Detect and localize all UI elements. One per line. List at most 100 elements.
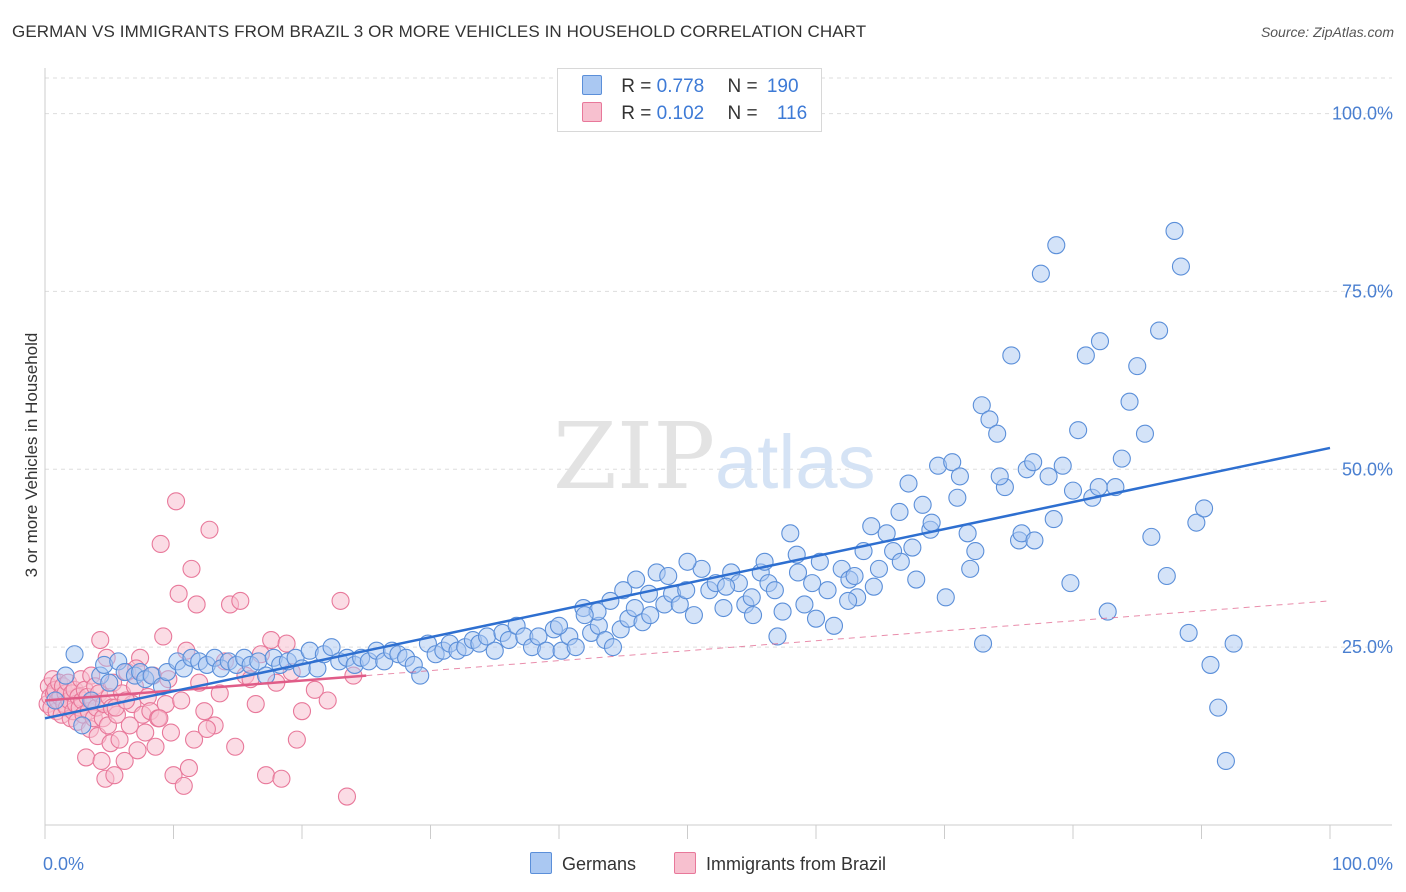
german-point	[692, 559, 711, 578]
german-point	[1112, 449, 1131, 468]
german-point	[768, 627, 787, 646]
brazil-point	[226, 737, 245, 756]
german-point	[988, 424, 1007, 443]
german-point	[1195, 499, 1214, 518]
brazil-point	[169, 584, 188, 603]
brazil-point	[110, 730, 129, 749]
legend-n-label: N =	[727, 76, 763, 97]
german-point	[1209, 698, 1228, 717]
y-tick-label: 50.0%	[1342, 459, 1393, 479]
source-label: Source: ZipAtlas.com	[1260, 24, 1394, 40]
german-point	[1120, 392, 1139, 411]
german-point	[1039, 467, 1058, 486]
german-point	[803, 574, 822, 593]
german-point	[810, 552, 829, 571]
german-point	[639, 584, 659, 603]
brazil-point	[231, 591, 250, 610]
legend-r-value: 0.102	[656, 103, 705, 124]
legend-row-brazil: R = 0.102 N = 116	[582, 102, 807, 126]
german-point	[1053, 456, 1072, 475]
x-tick-label: 100.0%	[1332, 854, 1393, 874]
german-point	[1171, 257, 1190, 276]
german-point	[641, 606, 660, 625]
german-point	[961, 559, 980, 578]
brazil-point	[128, 741, 147, 760]
german-point	[781, 524, 800, 543]
bottom-legend-germans: Germans	[530, 852, 636, 875]
german-point	[1089, 478, 1108, 497]
german-point	[773, 602, 792, 621]
brazil-trend-line	[44, 674, 367, 702]
german-point	[1157, 566, 1176, 586]
german-point	[100, 673, 119, 692]
german-point	[795, 595, 814, 614]
german-point	[948, 488, 967, 507]
brazil-trend-extension	[366, 600, 1331, 677]
watermark-zip: ZIP	[553, 403, 715, 510]
brazil-point	[331, 591, 350, 610]
german-point	[625, 598, 644, 618]
brazil-point	[272, 769, 291, 788]
brazil-point	[197, 719, 216, 739]
german-point	[1047, 236, 1066, 255]
german-point	[1216, 751, 1235, 771]
brazil-point	[262, 630, 281, 650]
brazil-point	[174, 776, 193, 795]
brazil-point	[167, 492, 186, 511]
y-tick-label: 100.0%	[1332, 104, 1393, 124]
german-point	[839, 591, 858, 610]
brazil-point	[154, 627, 173, 646]
german-point	[1031, 264, 1050, 283]
brazil-point	[150, 709, 169, 728]
brazil-point	[92, 751, 111, 771]
german-point	[627, 570, 646, 589]
german-point	[936, 588, 955, 607]
germans-trend-line	[44, 446, 1331, 720]
german-point	[788, 563, 808, 582]
german-point	[864, 577, 883, 596]
german-point	[684, 606, 703, 625]
legend-r-label: R =	[621, 76, 657, 97]
legend-n-label: N =	[727, 103, 763, 124]
legend: R = 0.778 N = 190 R = 0.102 N = 116	[557, 68, 822, 132]
watermark-atlas: atlas	[715, 420, 876, 505]
german-point	[714, 598, 733, 618]
brazil-point	[161, 723, 180, 742]
german-point	[603, 638, 623, 657]
german-point	[1044, 510, 1063, 529]
legend-r-label: R =	[621, 103, 657, 124]
german-point	[899, 474, 918, 493]
bottom-legend-brazil: Immigrants from Brazil	[674, 852, 886, 875]
brazil-point	[120, 716, 139, 735]
german-point	[913, 495, 932, 514]
brazil-point	[182, 559, 201, 578]
german-point	[716, 577, 736, 596]
german-point	[891, 552, 910, 571]
german-point	[322, 638, 341, 657]
german-point	[806, 609, 826, 628]
german-point	[950, 467, 969, 486]
german-point	[1024, 453, 1043, 472]
german-point	[966, 542, 985, 561]
german-point	[659, 566, 678, 586]
german-point	[73, 716, 92, 735]
brazil-point	[105, 766, 124, 785]
legend-n-value: 190	[766, 76, 799, 97]
legend-row-germans: R = 0.778 N = 190	[582, 75, 799, 99]
bottom-legend-swatch-germans	[530, 852, 552, 874]
german-point	[537, 641, 556, 660]
german-point	[818, 581, 837, 600]
german-point	[1224, 634, 1243, 653]
german-point	[972, 396, 991, 415]
x-tick-label: 0.0%	[43, 854, 84, 874]
german-point	[678, 552, 697, 571]
trend-lines	[44, 446, 1331, 720]
brazil-point	[77, 748, 96, 767]
brazil-point	[179, 759, 198, 778]
german-point	[677, 581, 696, 600]
german-point	[907, 570, 926, 589]
german-point	[1025, 531, 1044, 550]
german-point	[824, 616, 844, 635]
german-point	[1128, 357, 1147, 376]
tick-labels: 25.0% 50.0% 75.0% 100.0% 0.0% 100.0%	[43, 104, 1393, 874]
